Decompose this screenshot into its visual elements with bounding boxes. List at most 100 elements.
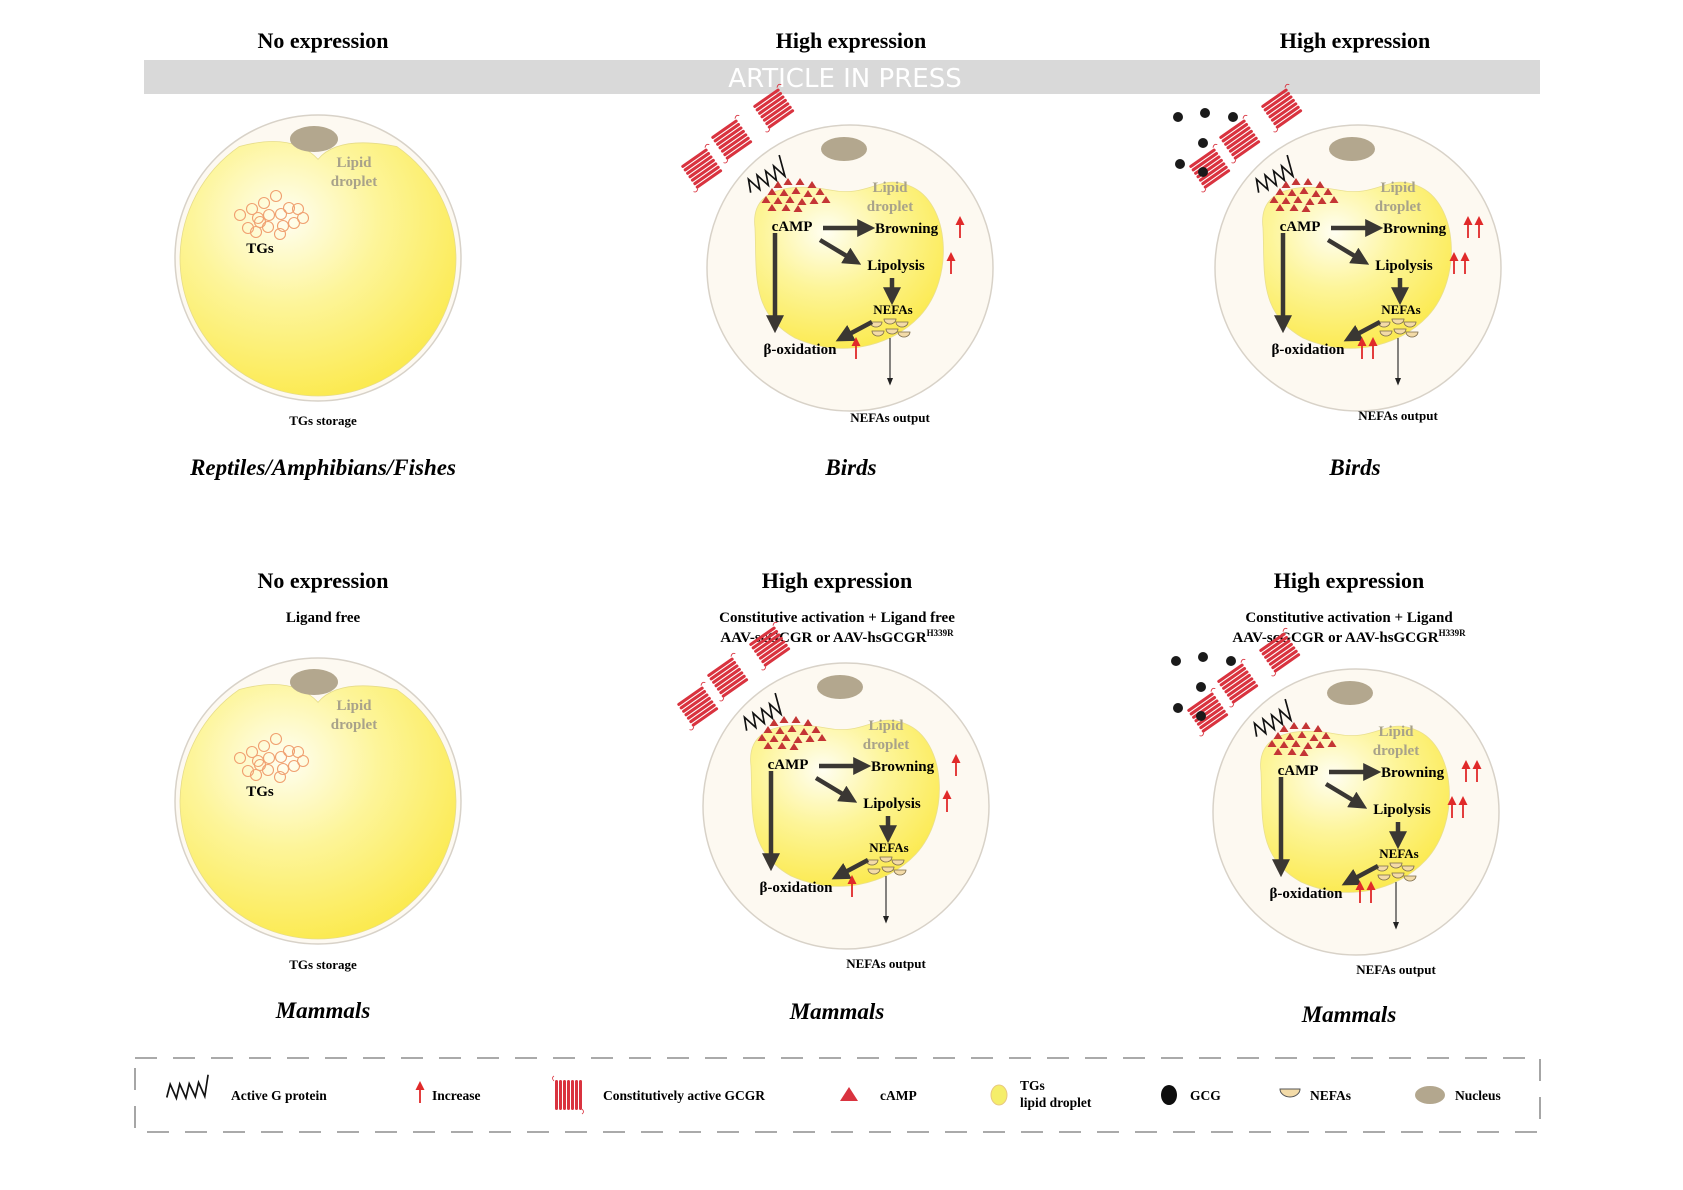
nefa-icon [891, 859, 905, 866]
tg-cluster [233, 732, 310, 784]
nefa-icon [1279, 1088, 1301, 1098]
camp-triangle-icon [783, 178, 793, 185]
camp-label: cAMP [1280, 219, 1321, 235]
tg-molecule [233, 208, 247, 222]
increase-lipolysis-icon [1458, 796, 1468, 818]
increase-arrow-icon [415, 1081, 425, 1103]
camp-triangle-icon [791, 187, 801, 194]
tg-molecule [273, 770, 287, 784]
camp-triangle-icon [763, 742, 773, 749]
camp-triangle-icon [809, 197, 819, 204]
heading-row-top: No expression High expression High express… [258, 28, 1431, 53]
tg-molecule [257, 739, 271, 753]
nucleus-icon [290, 126, 338, 152]
tgs-label: TGs [246, 784, 274, 800]
tg-molecule [282, 744, 296, 758]
nucleus-icon [1329, 137, 1375, 161]
nucleus-icon [817, 675, 863, 699]
nefa-icon [1377, 874, 1391, 881]
boxidation-label: β-oxidation [1272, 342, 1346, 358]
nefa-cluster [869, 318, 911, 338]
camp-triangle-icon [769, 735, 779, 742]
arrow-to-lipolysis [1324, 782, 1368, 809]
gcgr-receptor-icon [711, 114, 753, 164]
gcg-dot-icon [1171, 656, 1181, 666]
camp-triangle-icon [1329, 196, 1339, 203]
legend-item-nefa: NEFAs [1279, 1088, 1351, 1103]
gcgr-receptor-icon [552, 1075, 584, 1115]
camp-triangle-icon [1301, 205, 1311, 212]
camp-cluster [757, 716, 827, 750]
nefa-icon [895, 321, 909, 328]
camp-triangle-icon [1281, 181, 1291, 188]
camp-triangle-icon [1275, 204, 1285, 211]
panel-top-right: Lipid droplet cAMP Browning Lipolysis NEFAs β-… [1173, 83, 1502, 480]
gcgr-receptor-icon [1219, 114, 1261, 164]
superscript-mutation: H339R [927, 628, 955, 638]
camp-triangle-icon [1293, 196, 1303, 203]
active-g-protein-icon [747, 154, 787, 193]
lipid-label: droplet [863, 737, 909, 753]
nefa-icon [867, 868, 881, 875]
nefa-icon [1391, 872, 1405, 879]
camp-cluster [761, 178, 831, 212]
camp-triangle-icon [769, 719, 779, 726]
camp-triangle-icon [787, 725, 797, 732]
arrow-nefas-to-boxidation [831, 858, 870, 880]
gcgr-receptor-icon [1189, 143, 1231, 193]
camp-triangle-icon [795, 178, 805, 185]
nefas-label: NEFAs [869, 840, 908, 855]
tg-molecule [269, 732, 283, 746]
nefas-label: NEFAs [1379, 846, 1418, 861]
nefa-icon [881, 866, 895, 873]
browning-label: Browning [1381, 765, 1445, 781]
camp-triangle-icon [1297, 731, 1307, 738]
nefa-icon [1405, 331, 1419, 338]
gcg-dot-icon [1198, 652, 1208, 662]
boxidation-label: β-oxidation [1270, 886, 1344, 902]
increase-lipolysis-icon [1460, 252, 1470, 274]
legend-label-line: lipid droplet [1020, 1095, 1092, 1110]
banner-text: ARTICLE IN PRESS [728, 64, 961, 94]
nefas-output-label: NEFAs output [850, 410, 930, 425]
legend-box: Active G protein Increase Constitutively a… [134, 1057, 1541, 1133]
camp-triangle-icon [1291, 740, 1301, 747]
panel-top-left: Lipid droplet TGs TGs storage Reptiles/Amphi… [174, 114, 462, 480]
species-label: Reptiles/Amphibians/Fishes [189, 455, 456, 480]
increase-boxidation-icon [1366, 881, 1376, 903]
increase-lipolysis-icon [946, 252, 956, 274]
tg-molecule [269, 189, 283, 203]
camp-triangle-icon [777, 742, 787, 749]
arrow-nefas-to-boxidation [1341, 864, 1380, 886]
legend-label-line: TGs [1020, 1078, 1045, 1093]
camp-triangle-icon [1291, 178, 1301, 185]
camp-triangle-icon [761, 196, 771, 203]
camp-triangle-icon [807, 181, 817, 188]
panel-top-middle: Lipid droplet cAMP Browning Lipolysis NEFAs β-… [681, 83, 994, 480]
tg-molecule [262, 751, 276, 765]
camp-triangle-icon [785, 196, 795, 203]
lipolysis-label: Lipolysis [1373, 802, 1431, 818]
tgs-label: TGs [246, 241, 274, 257]
tg-molecule [253, 215, 267, 229]
nefa-icon [1401, 865, 1415, 872]
nefa-icon [879, 856, 893, 863]
camp-triangle-icon [1279, 725, 1289, 732]
camp-triangle-icon [1303, 178, 1313, 185]
arrow-to-lipolysis [1326, 238, 1370, 265]
increase-boxidation-icon [851, 337, 861, 359]
camp-triangle-icon [815, 188, 825, 195]
gcgr-receptor-icon [753, 83, 795, 133]
camp-triangle-icon [789, 743, 799, 750]
gcgr-receptor-icon [681, 143, 723, 193]
increase-boxidation-icon [1357, 337, 1367, 359]
camp-triangle-icon [1313, 725, 1323, 732]
lipid-label: Lipid [336, 155, 372, 171]
nucleus-icon [1415, 1086, 1445, 1104]
legend-label: TGs lipid droplet [1020, 1078, 1092, 1110]
camp-triangle-icon [805, 735, 815, 742]
browning-label: Browning [1383, 221, 1447, 237]
lipid-label: droplet [1373, 743, 1419, 759]
boxidation-label: β-oxidation [760, 880, 834, 896]
lipid-label: droplet [331, 717, 377, 733]
